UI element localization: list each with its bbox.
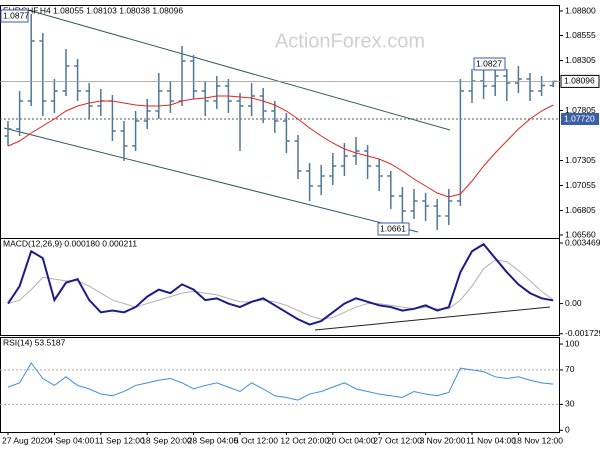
x-tick-label: 11 Nov 04:00 — [466, 435, 516, 445]
rsi-frame — [0, 337, 560, 433]
series-line — [7, 362, 554, 401]
x-tick-label: 18 Sep 20:00 — [141, 435, 192, 445]
x-tick-label: 3 Nov 20:00 — [420, 435, 466, 445]
annotation-box — [377, 222, 410, 236]
y-tick-label: -0.001729 — [565, 328, 600, 338]
y-tick-label: 0 — [565, 425, 570, 435]
x-tick-label: 5 Oct 12:00 — [234, 435, 278, 445]
macd-title: MACD(12,26,9) 0.000180 0.000211 — [3, 238, 137, 248]
y-tick-label: 1.08800 — [565, 5, 596, 15]
macd-trendline — [314, 306, 551, 331]
annotation-box — [473, 57, 506, 71]
x-tick-label: 27 Oct 12:00 — [373, 435, 422, 445]
y-tick-label: 0.003469 — [565, 237, 600, 247]
y-tick-label: 1.08555 — [565, 30, 596, 40]
y-tick-label: 1.07305 — [565, 155, 596, 165]
moving-average — [7, 95, 554, 198]
x-tick-label: 4 Sep 04:00 — [48, 435, 94, 445]
x-tick-label: 18 Nov 12:00 — [512, 435, 563, 445]
annotation: 1.0877 — [3, 10, 29, 20]
y-tick-label: 0.00 — [565, 298, 582, 308]
current-price-box — [560, 74, 600, 88]
y-tick-label: 1.07805 — [565, 105, 596, 115]
level-label-box — [561, 113, 599, 125]
x-tick-label: 27 Aug 2020 — [2, 435, 50, 445]
channel-lower — [3, 127, 419, 233]
watermark: ActionForex.com — [275, 30, 425, 52]
macd-frame — [0, 238, 560, 336]
channel-upper — [27, 9, 451, 131]
rsi-title: RSI(14) 53.5187 — [3, 337, 66, 347]
current-price-label: 1.08096 — [564, 76, 595, 86]
y-tick-label: 1.06560 — [565, 229, 596, 239]
annotation-box — [0, 9, 29, 23]
price-title: EURCHF,H4 1.08055 1.08103 1.08038 1.0809… — [3, 5, 183, 15]
x-tick-label: 11 Sep 12:00 — [95, 435, 145, 445]
level-label: 1.07720 — [564, 113, 595, 123]
y-tick-label: 30 — [565, 399, 575, 409]
x-tick-label: 12 Oct 20:00 — [280, 435, 329, 445]
y-tick-label: 70 — [565, 364, 575, 374]
x-tick-label: 28 Sep 04:00 — [188, 435, 239, 445]
y-tick-label: 1.07055 — [565, 180, 596, 190]
y-tick-label: 100 — [565, 338, 579, 348]
annotation: 1.0827 — [476, 58, 502, 68]
annotation: 1.0661 — [380, 223, 406, 233]
y-tick-label: 1.08305 — [565, 55, 596, 65]
x-tick-label: 20 Oct 04:00 — [327, 435, 376, 445]
y-tick-label: 1.06805 — [565, 205, 596, 215]
series-line — [7, 259, 554, 320]
series-line — [7, 242, 554, 326]
